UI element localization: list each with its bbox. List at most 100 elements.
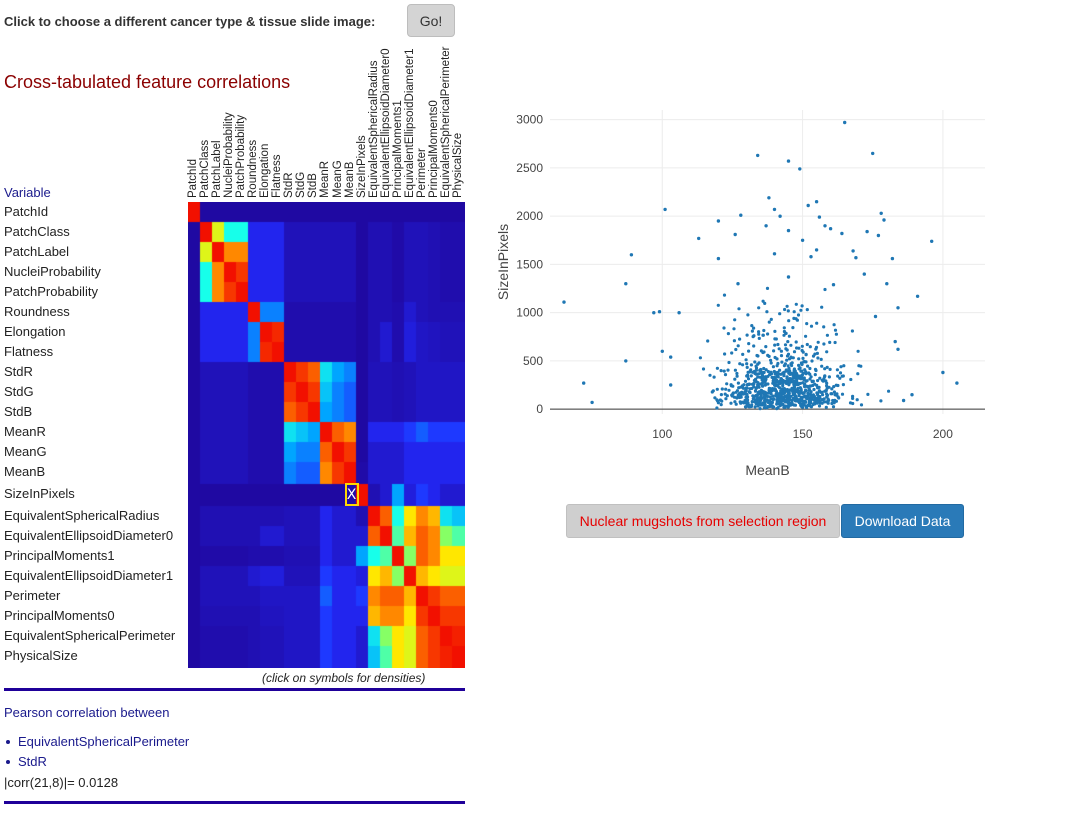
scatter-point[interactable] [831,283,836,287]
scatter-point[interactable] [761,384,765,388]
scatter-point[interactable] [833,393,837,397]
scatter-point[interactable] [750,386,754,391]
scatter-point[interactable] [732,339,736,343]
scatter-point[interactable] [855,398,859,402]
scatter-point[interactable] [736,282,740,286]
scatter-point[interactable] [819,357,823,361]
scatter-point[interactable] [775,395,779,399]
scatter-point[interactable] [716,399,720,403]
scatter-point[interactable] [762,350,766,354]
scatter-point[interactable] [859,403,864,407]
scatter-point[interactable] [766,374,770,378]
scatter-point[interactable] [798,386,802,390]
scatter-point[interactable] [736,344,740,348]
scatter-point[interactable] [821,393,825,397]
scatter-point[interactable] [755,386,759,390]
scatter-point[interactable] [794,340,798,344]
scatter-point[interactable] [772,207,777,212]
scatter-point[interactable] [771,379,775,383]
scatter-point[interactable] [734,347,738,352]
scatter-point[interactable] [809,255,813,259]
scatter-point[interactable] [756,375,760,379]
scatter-point[interactable] [562,300,566,304]
scatter-point[interactable] [810,380,814,384]
scatter-point[interactable] [955,381,959,385]
scatter-point[interactable] [832,390,836,394]
scatter-point[interactable] [769,370,773,374]
scatter-point[interactable] [801,356,805,360]
scatter-point[interactable] [823,375,827,379]
scatter-point[interactable] [820,390,824,394]
scatter-point[interactable] [815,351,819,355]
scatter-point[interactable] [794,383,798,387]
scatter-point[interactable] [762,406,766,410]
scatter-point[interactable] [747,382,751,386]
scatter-point[interactable] [879,399,883,403]
scatter-point[interactable] [745,365,749,369]
scatter-point[interactable] [778,404,782,408]
scatter-point[interactable] [738,362,742,366]
scatter-point[interactable] [750,403,754,407]
scatter-point[interactable] [763,402,767,407]
scatter-point[interactable] [824,379,828,383]
scatter-point[interactable] [735,371,739,376]
scatter-point[interactable] [720,387,724,391]
scatter-point[interactable] [802,391,806,395]
scatter-point[interactable] [629,253,634,257]
download-data-button[interactable]: Download Data [841,504,964,538]
scatter-point[interactable] [819,401,823,405]
scatter-point[interactable] [715,406,719,410]
scatter-point[interactable] [729,401,733,405]
scatter-point[interactable] [840,392,845,396]
scatter-point[interactable] [806,203,810,208]
scatter-point[interactable] [762,391,766,395]
scatter-point[interactable] [831,398,835,403]
scatter-point[interactable] [716,219,721,223]
scatter-point[interactable] [817,385,821,389]
scatter-point[interactable] [785,358,789,362]
scatter-point[interactable] [750,324,754,328]
scatter-point[interactable] [876,233,881,238]
scatter-point[interactable] [660,349,664,353]
scatter-point[interactable] [769,361,773,365]
scatter-point[interactable] [794,376,798,380]
scatter-point[interactable] [835,368,839,372]
scatter-point[interactable] [786,275,791,279]
scatter-point[interactable] [825,395,829,399]
scatter-point[interactable] [787,366,791,370]
scatter-point[interactable] [823,224,827,228]
scatter-point[interactable] [783,394,787,398]
scatter-point[interactable] [793,403,797,407]
scatter-point[interactable] [873,314,878,319]
scatter-point[interactable] [893,339,897,344]
scatter-point[interactable] [761,333,765,337]
scatter-point[interactable] [722,326,726,330]
scatter-point[interactable] [803,360,807,364]
scatter-point[interactable] [797,357,801,361]
scatter-point[interactable] [749,363,753,367]
scatter-point[interactable] [857,364,861,368]
scatter-point[interactable] [769,401,773,405]
scatter-point[interactable] [789,379,793,383]
scatter-point[interactable] [751,335,755,339]
scatter-point[interactable] [737,307,741,311]
scatter-point[interactable] [866,392,870,396]
scatter-point[interactable] [677,311,681,315]
go-button[interactable]: Go! [407,4,455,37]
scatter-point[interactable] [850,329,854,333]
scatter-point[interactable] [669,383,673,387]
scatter-point[interactable] [813,373,817,377]
scatter-point[interactable] [716,303,720,307]
scatter-point[interactable] [834,332,838,336]
scatter-point[interactable] [775,401,779,405]
scatter-point[interactable] [715,366,719,370]
scatter-point[interactable] [727,388,731,392]
scatter-point[interactable] [738,391,742,395]
scatter-point[interactable] [817,404,822,408]
scatter-point[interactable] [752,400,757,404]
scatter-point[interactable] [778,214,782,218]
scatter-point[interactable] [799,361,803,365]
scatter-point[interactable] [804,334,808,338]
scatter-point[interactable] [783,405,787,409]
scatter-point[interactable] [758,375,762,379]
